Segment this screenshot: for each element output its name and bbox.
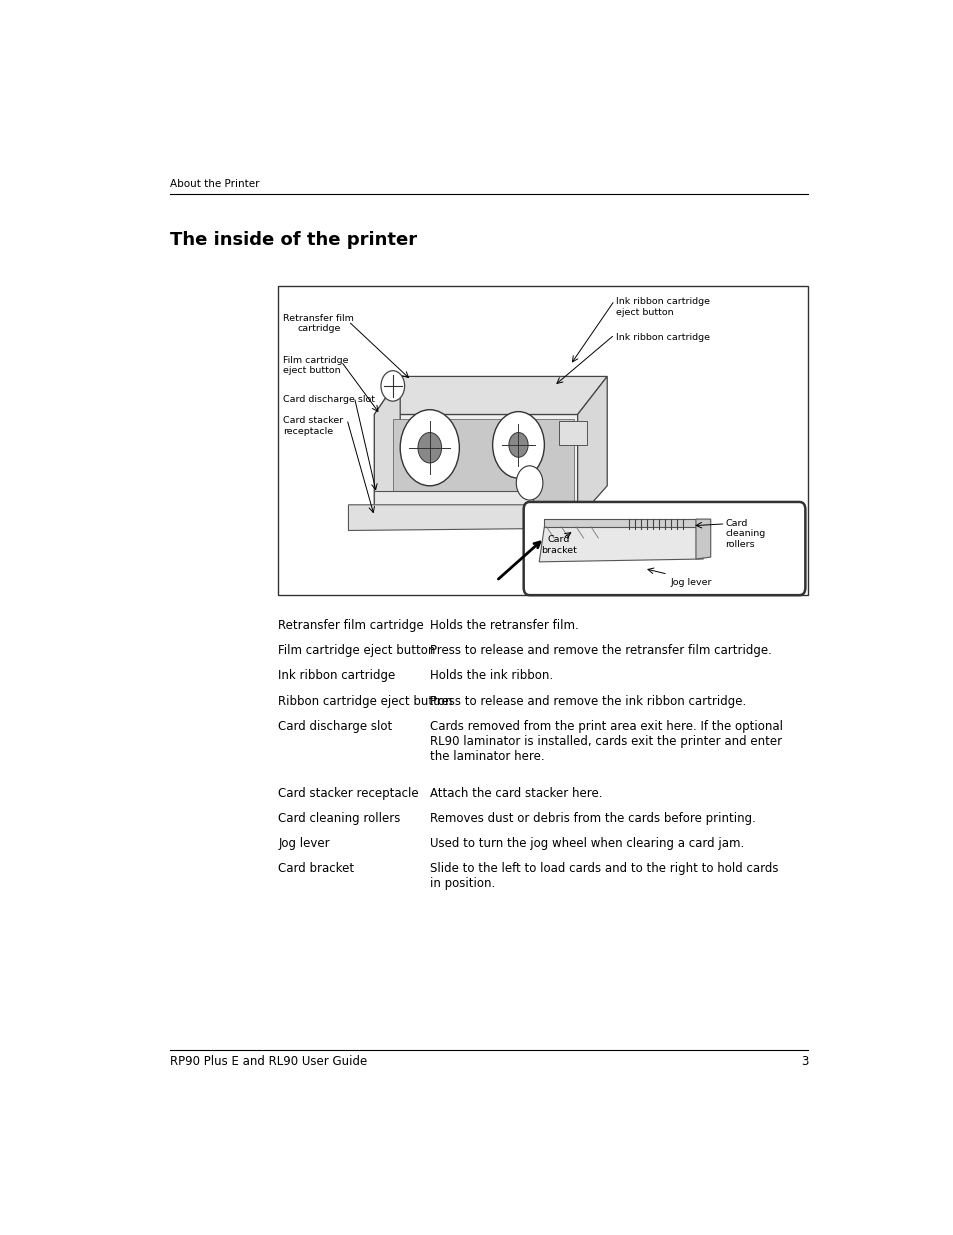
Polygon shape bbox=[374, 377, 400, 519]
Text: Used to turn the jog wheel when clearing a card jam.: Used to turn the jog wheel when clearing… bbox=[429, 837, 743, 850]
Text: Holds the retransfer film.: Holds the retransfer film. bbox=[429, 619, 578, 632]
Text: Card discharge slot: Card discharge slot bbox=[283, 395, 375, 404]
Text: Jog lever: Jog lever bbox=[278, 837, 330, 850]
Circle shape bbox=[492, 411, 544, 478]
Circle shape bbox=[516, 466, 542, 500]
Text: Press to release and remove the ink ribbon cartridge.: Press to release and remove the ink ribb… bbox=[429, 694, 745, 708]
Text: About the Printer: About the Printer bbox=[170, 179, 259, 189]
Text: Press to release and remove the retransfer film cartridge.: Press to release and remove the retransf… bbox=[429, 645, 771, 657]
FancyBboxPatch shape bbox=[523, 501, 804, 595]
Text: 3: 3 bbox=[801, 1056, 807, 1068]
Text: Card stacker
receptacle: Card stacker receptacle bbox=[283, 416, 343, 436]
Text: Card discharge slot: Card discharge slot bbox=[278, 720, 392, 732]
Text: Film cartridge
eject button: Film cartridge eject button bbox=[283, 356, 349, 375]
Text: Inside card hopper:: Inside card hopper: bbox=[542, 519, 657, 529]
Polygon shape bbox=[348, 505, 537, 531]
Text: Holds the ink ribbon.: Holds the ink ribbon. bbox=[429, 669, 553, 682]
Text: Card
bracket: Card bracket bbox=[540, 535, 576, 555]
Circle shape bbox=[380, 370, 404, 401]
Text: Ink ribbon cartridge
eject button: Ink ribbon cartridge eject button bbox=[616, 298, 709, 317]
Text: Attach the card stacker here.: Attach the card stacker here. bbox=[429, 787, 601, 800]
Text: Cards removed from the print area exit here. If the optional
RL90 laminator is i: Cards removed from the print area exit h… bbox=[429, 720, 782, 763]
Text: RP90 Plus E and RL90 User Guide: RP90 Plus E and RL90 User Guide bbox=[170, 1056, 366, 1068]
Polygon shape bbox=[374, 377, 606, 415]
Text: Ribbon cartridge eject button: Ribbon cartridge eject button bbox=[278, 694, 453, 708]
Text: Film cartridge eject button: Film cartridge eject button bbox=[278, 645, 436, 657]
Polygon shape bbox=[538, 526, 702, 562]
Text: Ink ribbon cartridge: Ink ribbon cartridge bbox=[616, 332, 709, 342]
Text: Slide to the left to load cards and to the right to hold cards
in position.: Slide to the left to load cards and to t… bbox=[429, 862, 778, 890]
Text: The inside of the printer: The inside of the printer bbox=[170, 231, 416, 249]
Text: Removes dust or debris from the cards before printing.: Removes dust or debris from the cards be… bbox=[429, 811, 755, 825]
Circle shape bbox=[417, 432, 441, 463]
Polygon shape bbox=[374, 490, 533, 510]
Polygon shape bbox=[393, 419, 574, 514]
Text: Retransfer film cartridge: Retransfer film cartridge bbox=[278, 619, 423, 632]
Text: Card
cleaning
rollers: Card cleaning rollers bbox=[724, 519, 765, 548]
Circle shape bbox=[508, 432, 528, 457]
Polygon shape bbox=[544, 519, 696, 526]
Text: Jog lever: Jog lever bbox=[669, 578, 711, 587]
Text: Retransfer film
cartridge: Retransfer film cartridge bbox=[283, 314, 354, 333]
Polygon shape bbox=[577, 377, 606, 519]
Text: Card stacker receptacle: Card stacker receptacle bbox=[278, 787, 418, 800]
Text: Card bracket: Card bracket bbox=[278, 862, 354, 876]
Text: Card cleaning rollers: Card cleaning rollers bbox=[278, 811, 400, 825]
Circle shape bbox=[399, 410, 459, 485]
Text: Ink ribbon cartridge: Ink ribbon cartridge bbox=[278, 669, 395, 682]
Bar bbox=[558, 421, 587, 445]
Bar bbox=[278, 287, 807, 595]
Polygon shape bbox=[374, 415, 577, 519]
Polygon shape bbox=[696, 519, 710, 559]
